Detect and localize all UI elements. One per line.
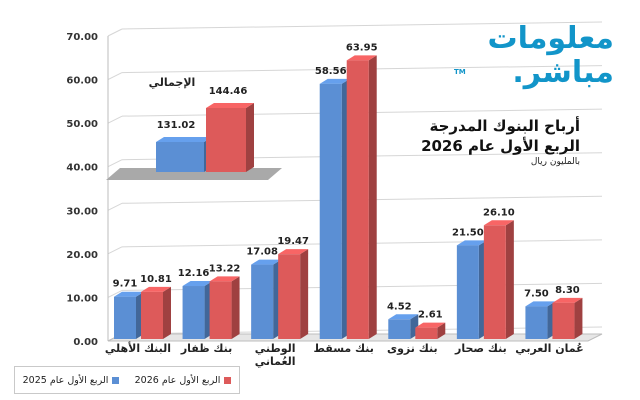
bar-2026-side xyxy=(163,286,171,339)
bar-2025 xyxy=(114,296,136,339)
bar-2025-top xyxy=(525,301,556,307)
bar-2026-side xyxy=(574,297,583,339)
bar-2025 xyxy=(388,319,411,339)
bar-2026-side xyxy=(368,55,377,339)
y-tick-label: 30.00 xyxy=(66,206,98,217)
data-label-2026: 13.22 xyxy=(209,263,241,274)
x-tick-label: بنك صحار xyxy=(454,342,507,355)
brand-trademark: TM xyxy=(454,68,466,76)
data-label-2026: 19.47 xyxy=(277,236,309,247)
inset-data-label-2025: 131.02 xyxy=(157,120,196,131)
x-tick-label: العُماني xyxy=(255,355,296,368)
legend-label-2026: الربع الأول عام 2026 xyxy=(134,374,221,386)
bar-2025-top xyxy=(251,259,282,265)
inset-data-label-2026: 144.46 xyxy=(209,86,248,97)
bar-2025 xyxy=(525,306,548,339)
bar-2026-top xyxy=(209,276,240,282)
bar-2026-top xyxy=(552,297,583,303)
bar-2025-top xyxy=(182,281,213,287)
brand-line-2: مباشر. xyxy=(512,55,614,90)
inset-bar-2025-top xyxy=(156,137,212,142)
y-tick-label: 70.00 xyxy=(66,32,98,43)
legend-item-2025: الربع الأول عام 2025 xyxy=(23,375,120,386)
y-tick-label: 0.00 xyxy=(73,337,98,348)
y-tick-label: 40.00 xyxy=(66,163,98,174)
bar-2026 xyxy=(141,291,163,339)
data-label-2025: 9.71 xyxy=(113,279,138,290)
data-label-2026: 8.30 xyxy=(555,285,580,296)
inset-bar-2026-top xyxy=(206,103,254,108)
bar-2025 xyxy=(319,83,342,340)
bar-2026-top xyxy=(278,249,309,255)
data-label-2025: 17.08 xyxy=(246,247,278,258)
bar-2025 xyxy=(182,286,205,339)
data-label-2025: 58.56 xyxy=(315,66,347,77)
bar-2025 xyxy=(251,264,274,339)
chart-unit-subtitle: بالمليون ريال xyxy=(530,157,580,167)
bar-2025-top xyxy=(114,291,144,297)
data-label-2025: 21.50 xyxy=(452,227,484,238)
bar-2026-top xyxy=(346,55,377,61)
legend-item-2026: الربع الأول عام 2026 xyxy=(135,375,232,386)
x-tick-label: الوطني xyxy=(255,342,296,355)
chart-title: أرباح البنوك المدرجة xyxy=(429,117,580,135)
data-label-2026: 26.10 xyxy=(483,207,515,218)
gridline-side xyxy=(107,72,123,81)
bar-2025-top xyxy=(319,78,350,84)
chart-legend: الربع الأول عام 2026 الربع الأول عام 202… xyxy=(14,366,240,394)
data-label-2025: 12.16 xyxy=(178,268,210,279)
y-tick-label: 50.00 xyxy=(66,119,98,130)
bar-2026 xyxy=(483,225,506,339)
x-tick-label: بنك مسقط xyxy=(314,342,374,355)
bar-2026-side xyxy=(300,249,309,339)
bar-2026-top xyxy=(141,286,171,292)
x-tick-label: بنك ظفار xyxy=(180,342,232,355)
brand-line-1: معلومات xyxy=(487,21,614,56)
y-tick-label: 20.00 xyxy=(66,250,98,261)
gridline-side xyxy=(107,115,123,124)
inset-bar-2026-side xyxy=(246,103,254,172)
gridline-side xyxy=(107,246,123,255)
bar-2026-side xyxy=(437,322,446,339)
data-label-2026: 63.95 xyxy=(346,42,378,53)
gridline-side xyxy=(107,202,123,211)
bar-2026 xyxy=(552,302,575,339)
inset-bar-2025 xyxy=(156,142,204,172)
bar-2025-top xyxy=(388,314,419,320)
bar-2026 xyxy=(209,281,232,339)
bar-2025-top xyxy=(456,240,487,246)
bar-2026-side xyxy=(505,220,514,339)
legend-swatch-2025 xyxy=(112,376,120,384)
gridline-side xyxy=(107,159,123,168)
y-tick-label: 10.00 xyxy=(66,293,98,304)
data-label-2025: 7.50 xyxy=(524,288,549,299)
gridline xyxy=(121,21,603,30)
data-label-2026: 2.61 xyxy=(418,310,443,321)
brand-logo: معلومات مباشر. TM xyxy=(454,22,614,90)
data-label-2025: 4.52 xyxy=(387,301,412,312)
y-tick-label: 60.00 xyxy=(66,76,98,87)
bar-2025 xyxy=(456,245,479,339)
x-tick-label: البنك الأهلي xyxy=(105,341,171,355)
x-tick-label: بنك نزوى xyxy=(387,342,438,355)
bar-2026-top xyxy=(415,322,446,328)
inset-title: الإجمالي xyxy=(149,76,196,89)
inset-bar-2026 xyxy=(206,108,246,172)
bar-2026 xyxy=(415,327,438,339)
chart-title-block: أرباح البنوك المدرجة الربع الأول عام 202… xyxy=(410,116,580,168)
bar-2026 xyxy=(346,60,369,339)
chart-title-line-2: الربع الأول عام 2026 xyxy=(421,137,580,155)
bar-2026-top xyxy=(483,220,514,226)
bar-2026 xyxy=(278,254,301,339)
legend-label-2025: الربع الأول عام 2025 xyxy=(22,374,109,386)
gridline-side xyxy=(107,289,123,298)
bar-2026-side xyxy=(231,276,240,339)
gridline-side xyxy=(107,28,123,37)
legend-swatch-2026 xyxy=(224,376,232,384)
x-tick-label: عُمان العربي xyxy=(515,342,583,355)
data-label-2026: 10.81 xyxy=(140,274,172,285)
